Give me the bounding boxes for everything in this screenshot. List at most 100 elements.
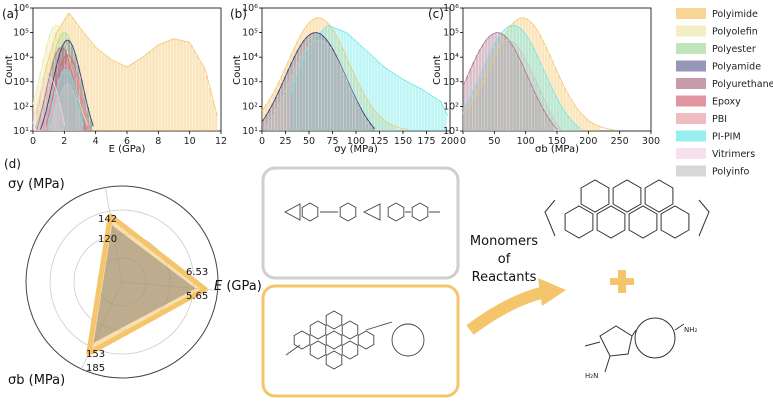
- histogram-bar: [186, 42, 190, 131]
- histogram-bar: [189, 45, 193, 132]
- histogram-bar: [114, 61, 118, 131]
- histogram-bar: [180, 40, 183, 131]
- histogram-bar: [406, 81, 409, 131]
- radar-axis-label: E (GPa): [214, 279, 262, 294]
- histogram-bar: [516, 55, 519, 131]
- histogram-bar: [525, 75, 529, 131]
- histogram-bar: [58, 81, 61, 131]
- histogram-bar: [58, 54, 61, 131]
- histogram-bar: [484, 61, 488, 131]
- density-curve: [462, 32, 558, 130]
- histogram-bar: [67, 57, 71, 132]
- histogram-bar: [76, 110, 80, 131]
- density-curve: [261, 32, 376, 130]
- ring: [309, 340, 327, 360]
- histogram-bar: [148, 51, 152, 131]
- histogram-bar: [299, 34, 303, 131]
- histogram-bar: [334, 56, 337, 131]
- ring: [391, 323, 425, 357]
- histogram-bar: [51, 94, 55, 131]
- density-curve: [462, 39, 562, 130]
- histogram-bar: [61, 71, 64, 131]
- histogram-bar: [274, 110, 278, 131]
- histogram-bar: [70, 89, 74, 131]
- x-ticks: 0 25 50 75 100 125 150 175 200: [259, 131, 459, 147]
- histogram-bar: [535, 29, 538, 131]
- histogram-bar: [73, 58, 77, 132]
- density-curve: [462, 17, 614, 131]
- plus-icon: [610, 270, 634, 293]
- legend-swatch: [676, 165, 706, 177]
- reaction-arrow: [466, 286, 547, 335]
- histogram-bar: [86, 122, 89, 131]
- histogram-bar: [494, 41, 498, 132]
- histogram-bar: [268, 99, 271, 131]
- histogram-bar: [321, 30, 325, 131]
- histogram-bar: [327, 47, 331, 131]
- histogram-bar: [36, 102, 39, 131]
- histogram-bar: [67, 40, 71, 131]
- histogram-bar: [280, 74, 284, 131]
- histogram-bar: [42, 100, 46, 131]
- ring: [341, 320, 359, 340]
- histogram-bar: [538, 102, 541, 131]
- histogram-bar: [89, 41, 93, 131]
- histogram-bar: [324, 43, 328, 131]
- histogram-bar: [365, 121, 369, 131]
- histogram-bar: [522, 32, 526, 131]
- bond: [584, 323, 685, 373]
- histogram-bar: [503, 34, 507, 131]
- x-tick-label: 0: [460, 136, 466, 147]
- x-tick-label: 50: [488, 136, 500, 147]
- histogram-bar: [36, 85, 39, 131]
- molecule-diamine: [584, 317, 685, 373]
- histogram-bar: [387, 70, 391, 131]
- histogram-bar: [538, 34, 541, 131]
- histogram-bar: [503, 40, 507, 131]
- panel-label-d: (d): [4, 157, 21, 171]
- histogram-bar: [283, 67, 287, 131]
- histogram-bar: [519, 51, 523, 131]
- histogram-bar: [67, 61, 71, 132]
- histogram-bar: [51, 123, 55, 131]
- histogram-bar: [312, 19, 315, 131]
- histogram-bar: [506, 29, 510, 131]
- histogram-bar: [356, 102, 359, 131]
- histogram-bar: [475, 83, 479, 131]
- histogram-bar: [569, 119, 573, 131]
- histogram-bar: [86, 121, 89, 131]
- histogram-bar: [58, 98, 61, 131]
- histogram-bar: [525, 62, 529, 131]
- histogram-bar: [553, 121, 557, 131]
- histogram-bar: [83, 99, 86, 131]
- histogram-bar: [54, 110, 58, 131]
- histogram-bar: [309, 21, 312, 131]
- histogram-bar: [312, 39, 315, 132]
- histogram-bar: [61, 89, 64, 131]
- histogram-bar: [510, 25, 513, 131]
- histogram-bar: [51, 108, 55, 131]
- histogram-bar: [76, 81, 80, 131]
- histogram-bar: [76, 80, 80, 131]
- histogram-bar: [158, 44, 162, 131]
- x-axis-label-a: E (GPa): [109, 144, 146, 155]
- radar-chart: 142 120 6.53 5.65 153 185 σy (MPa) E (GPa) σb (M…: [8, 177, 262, 388]
- histogram-bar: [283, 90, 287, 131]
- histogram-bar: [67, 71, 71, 131]
- histogram-bar: [365, 118, 369, 131]
- histogram-bar: [538, 90, 541, 131]
- histogram-bar: [302, 57, 306, 132]
- legend-swatch: [676, 8, 706, 19]
- histogram-bar: [591, 123, 595, 131]
- histogram-bar: [550, 60, 554, 132]
- histogram-bar: [108, 58, 111, 131]
- density-curve: [53, 83, 83, 126]
- density-curve: [40, 39, 94, 130]
- histogram-bar: [466, 103, 469, 131]
- x-tick-label: 12: [215, 136, 227, 147]
- x-ticks: 0 50 100 150 200 250 300: [460, 131, 660, 147]
- histogram-bar: [393, 74, 397, 131]
- histogram-bar: [318, 33, 322, 131]
- histogram-bar: [469, 97, 472, 131]
- histogram-bar: [299, 65, 303, 131]
